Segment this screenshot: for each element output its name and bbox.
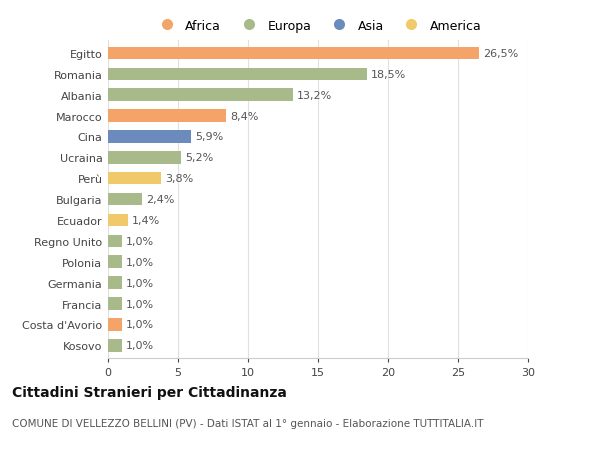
- Text: 5,2%: 5,2%: [185, 153, 213, 163]
- Text: Cittadini Stranieri per Cittadinanza: Cittadini Stranieri per Cittadinanza: [12, 386, 287, 399]
- Text: 1,0%: 1,0%: [126, 257, 154, 267]
- Bar: [108, 152, 181, 164]
- Text: 26,5%: 26,5%: [483, 49, 518, 59]
- Text: 5,9%: 5,9%: [195, 132, 223, 142]
- Bar: [108, 277, 122, 289]
- Text: 1,4%: 1,4%: [132, 216, 160, 225]
- Bar: [108, 339, 122, 352]
- Bar: [108, 131, 191, 143]
- Text: COMUNE DI VELLEZZO BELLINI (PV) - Dati ISTAT al 1° gennaio - Elaborazione TUTTIT: COMUNE DI VELLEZZO BELLINI (PV) - Dati I…: [12, 418, 484, 428]
- Text: 1,0%: 1,0%: [126, 236, 154, 246]
- Text: 1,0%: 1,0%: [126, 278, 154, 288]
- Text: 8,4%: 8,4%: [230, 112, 258, 121]
- Bar: [108, 256, 122, 269]
- Text: 2,4%: 2,4%: [146, 195, 174, 205]
- Text: 1,0%: 1,0%: [126, 319, 154, 330]
- Bar: [108, 235, 122, 247]
- Text: 1,0%: 1,0%: [126, 299, 154, 309]
- Bar: [108, 297, 122, 310]
- Text: 13,2%: 13,2%: [297, 90, 332, 101]
- Legend: Africa, Europa, Asia, America: Africa, Europa, Asia, America: [151, 16, 485, 36]
- Text: 1,0%: 1,0%: [126, 341, 154, 351]
- Bar: [108, 319, 122, 331]
- Bar: [108, 214, 128, 227]
- Bar: [108, 193, 142, 206]
- Bar: [108, 48, 479, 60]
- Bar: [108, 89, 293, 102]
- Text: 3,8%: 3,8%: [166, 174, 194, 184]
- Bar: [108, 110, 226, 123]
- Bar: [108, 68, 367, 81]
- Bar: [108, 173, 161, 185]
- Text: 18,5%: 18,5%: [371, 70, 406, 80]
